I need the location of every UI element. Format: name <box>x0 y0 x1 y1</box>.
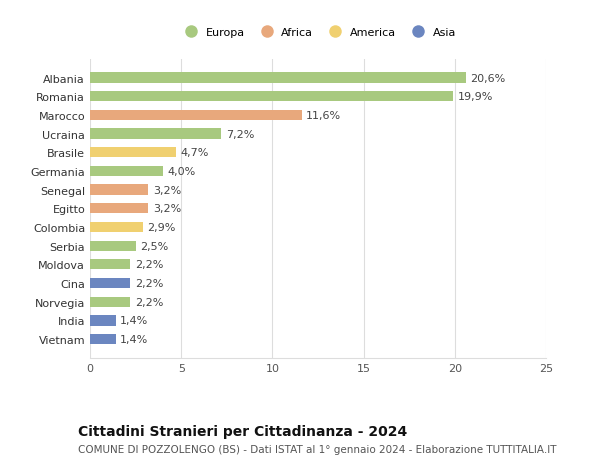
Text: 2,2%: 2,2% <box>134 260 163 270</box>
Text: 4,0%: 4,0% <box>167 167 196 177</box>
Text: 1,4%: 1,4% <box>120 334 148 344</box>
Text: 3,2%: 3,2% <box>153 204 181 214</box>
Bar <box>90 92 453 102</box>
Bar <box>90 167 163 177</box>
Text: 19,9%: 19,9% <box>458 92 493 102</box>
Bar <box>90 222 143 233</box>
Text: COMUNE DI POZZOLENGO (BS) - Dati ISTAT al 1° gennaio 2024 - Elaborazione TUTTITA: COMUNE DI POZZOLENGO (BS) - Dati ISTAT a… <box>78 444 557 454</box>
Bar <box>90 185 148 196</box>
Text: 1,4%: 1,4% <box>120 316 148 326</box>
Bar <box>90 334 116 344</box>
Text: 7,2%: 7,2% <box>226 129 254 139</box>
Bar <box>90 111 302 121</box>
Bar <box>90 129 221 140</box>
Text: 2,9%: 2,9% <box>148 223 176 232</box>
Bar <box>90 73 466 84</box>
Legend: Europa, Africa, America, Asia: Europa, Africa, America, Asia <box>175 23 461 42</box>
Text: 2,2%: 2,2% <box>134 297 163 307</box>
Bar <box>90 260 130 270</box>
Text: 2,5%: 2,5% <box>140 241 169 251</box>
Text: 3,2%: 3,2% <box>153 185 181 195</box>
Bar <box>90 278 130 289</box>
Bar <box>90 204 148 214</box>
Bar <box>90 148 176 158</box>
Text: Cittadini Stranieri per Cittadinanza - 2024: Cittadini Stranieri per Cittadinanza - 2… <box>78 425 407 438</box>
Text: 4,7%: 4,7% <box>180 148 209 158</box>
Bar <box>90 241 136 251</box>
Text: 20,6%: 20,6% <box>470 73 506 84</box>
Bar <box>90 316 116 326</box>
Bar <box>90 297 130 307</box>
Text: 11,6%: 11,6% <box>306 111 341 121</box>
Text: 2,2%: 2,2% <box>134 279 163 288</box>
